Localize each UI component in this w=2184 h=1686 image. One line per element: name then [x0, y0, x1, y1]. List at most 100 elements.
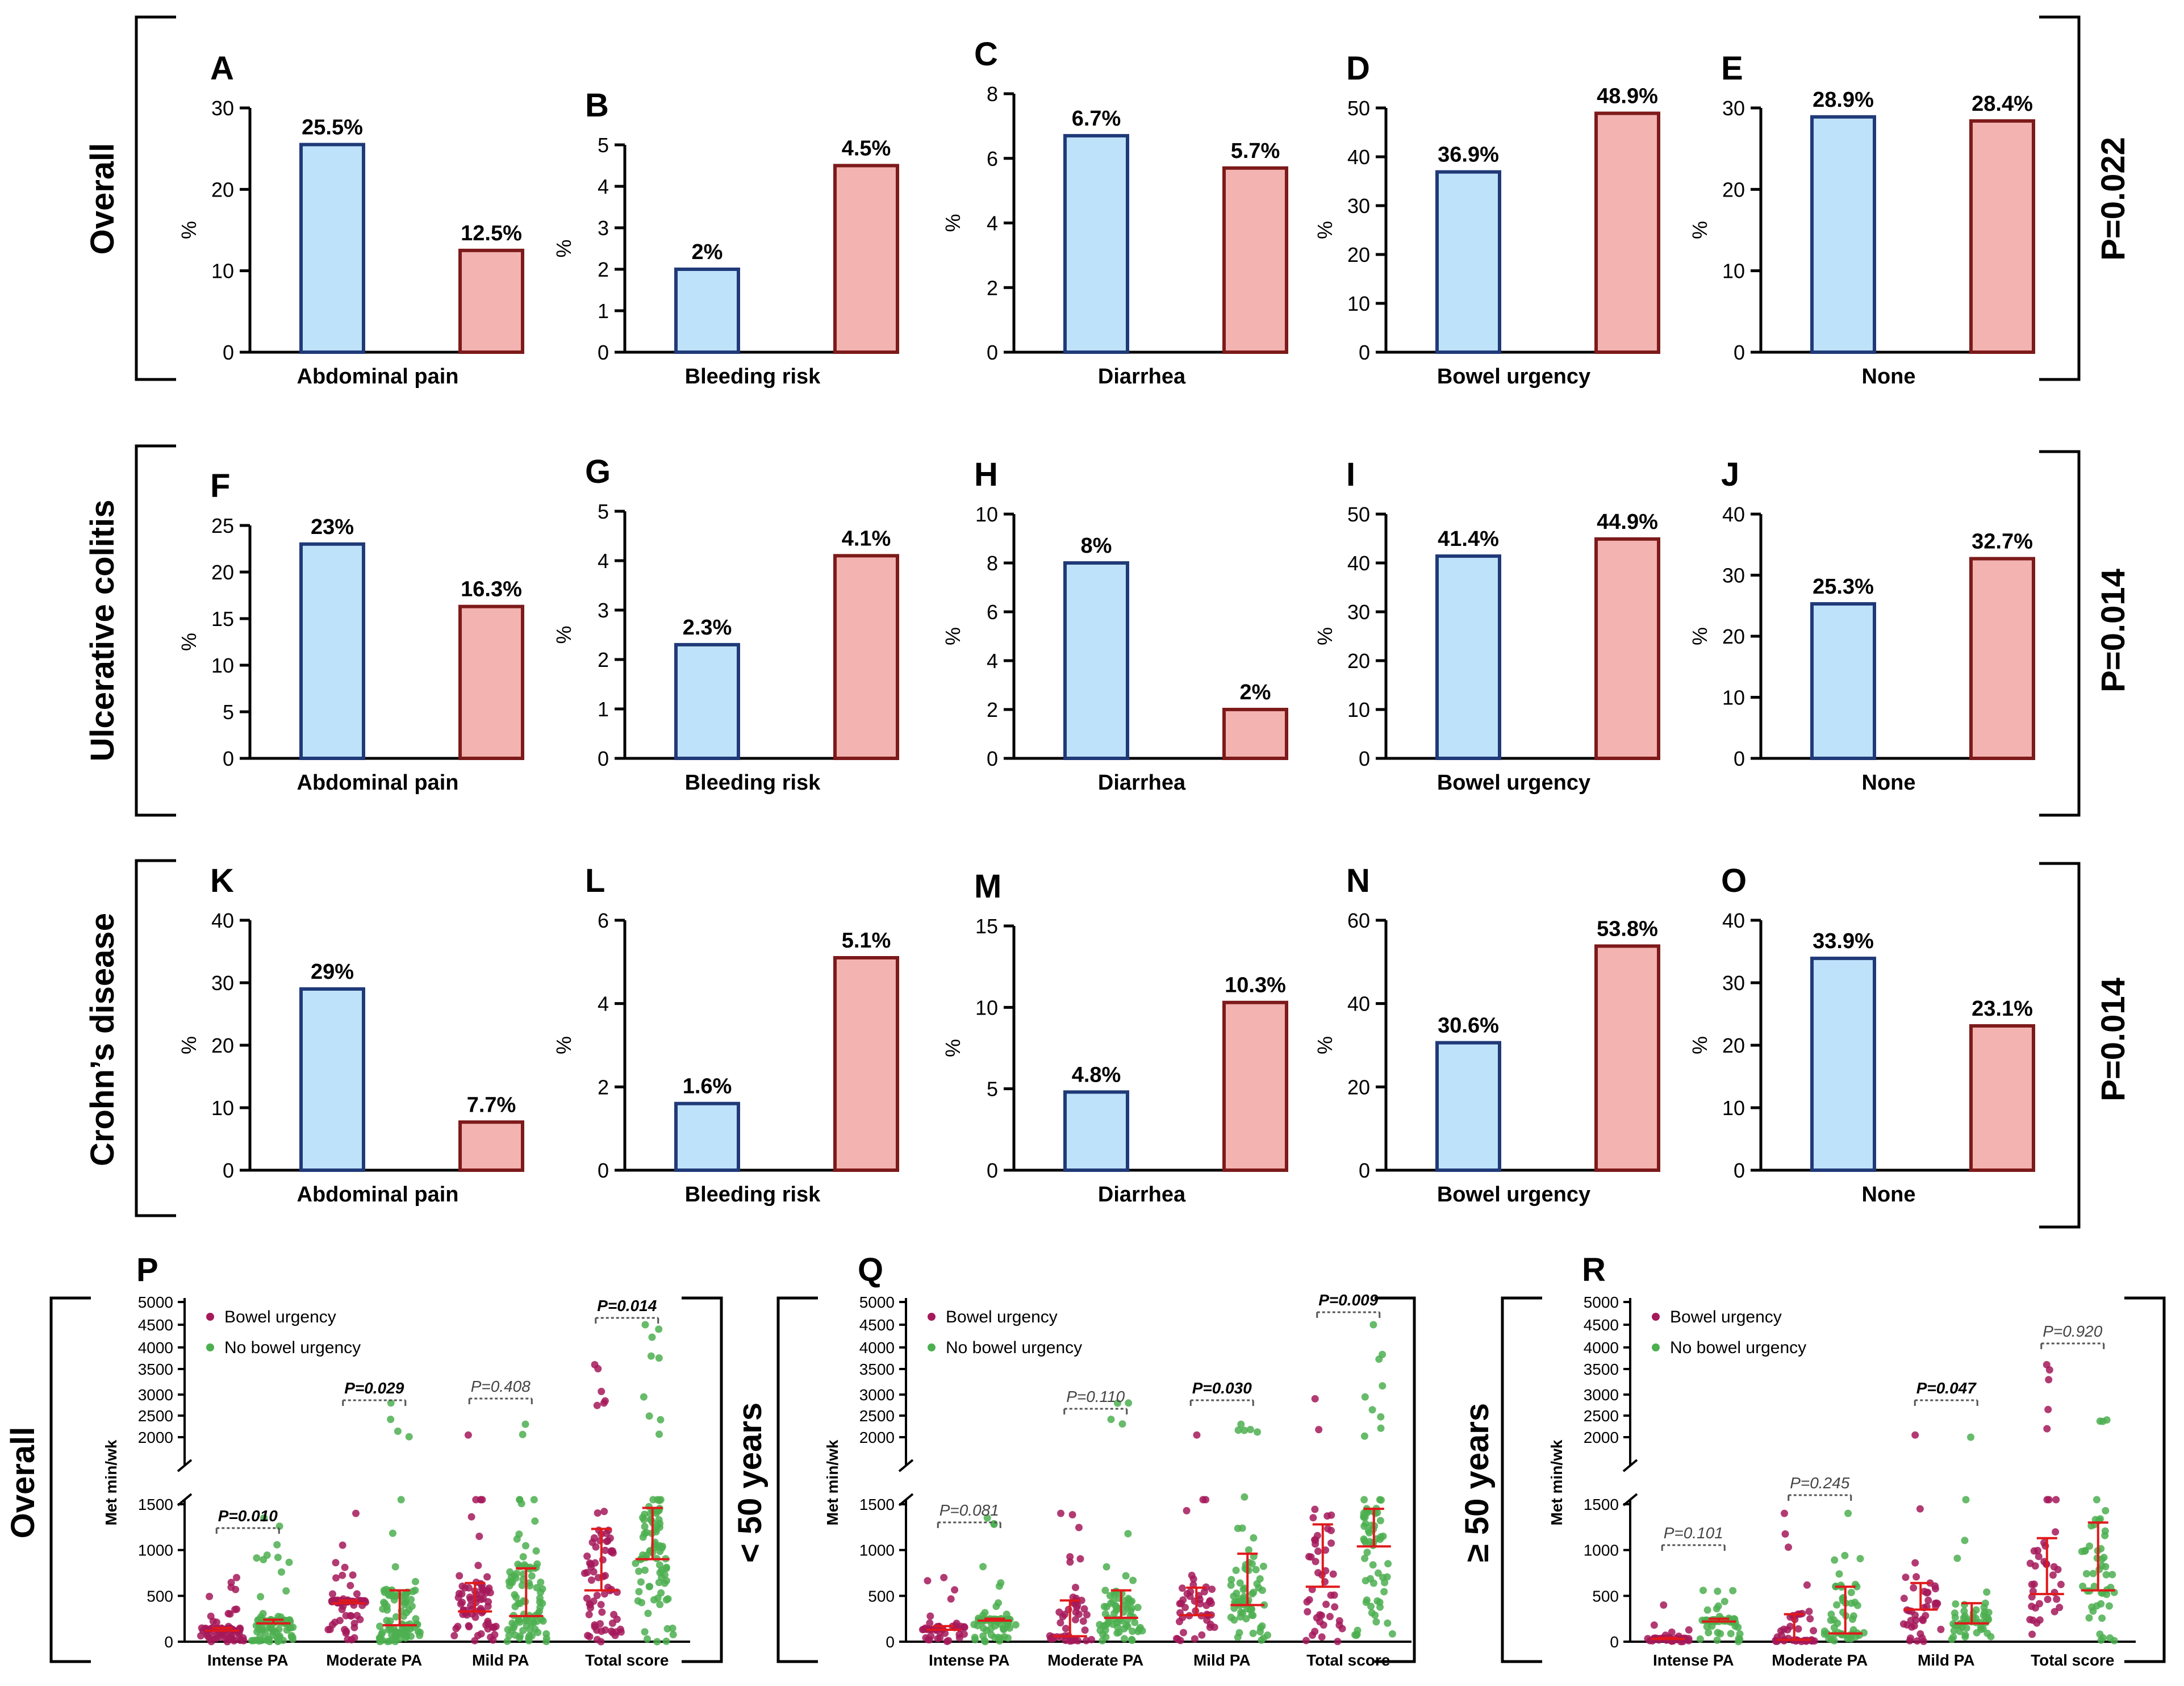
scatter-point-no_urgency	[2089, 1570, 2097, 1578]
scatter-point-urgency	[583, 1595, 591, 1602]
bar-urgency-absent	[674, 642, 740, 761]
scatter-point-no_urgency	[1241, 1493, 1248, 1501]
scatter-point-urgency	[1191, 1635, 1199, 1643]
bar-data-label: 36.9%	[1438, 143, 1499, 167]
scatter-point-urgency	[1923, 1602, 1931, 1610]
scatter-point-no_urgency	[644, 1609, 652, 1617]
scatter-point-no_urgency	[1240, 1593, 1248, 1601]
scatter-point-no_urgency	[273, 1541, 281, 1549]
y-tick-label: 10	[1347, 698, 1370, 721]
scatter-point-no_urgency	[1234, 1426, 1242, 1434]
panel-letter: A	[210, 50, 234, 87]
scatter-point-urgency	[353, 1590, 361, 1598]
scatter-point-no_urgency	[1379, 1350, 1387, 1358]
y-tick-label: 40	[1722, 503, 1745, 526]
x-category-label: Total score	[2031, 1651, 2114, 1669]
scatter-point-no_urgency	[1841, 1551, 1849, 1559]
y-axis-label: %	[177, 221, 201, 239]
scatter-point-urgency	[1074, 1637, 1082, 1645]
scatter-point-urgency	[1311, 1627, 1319, 1635]
scatter-point-no_urgency	[2086, 1542, 2094, 1550]
y-tick-label: 10	[1722, 686, 1745, 710]
scatter-point-no_urgency	[657, 1589, 665, 1597]
scatter-point-urgency	[471, 1613, 479, 1621]
scatter-point-urgency	[1902, 1574, 1910, 1581]
scatter-point-no_urgency	[1236, 1579, 1244, 1587]
scatter-point-urgency	[197, 1632, 204, 1640]
bracket-right-scatter-old	[2124, 1296, 2166, 1663]
scatter-point-no_urgency	[1360, 1432, 1368, 1440]
scatter-point-urgency	[613, 1616, 621, 1623]
scatter-point-no_urgency	[2101, 1531, 2109, 1539]
scatter-point-no_urgency	[655, 1430, 663, 1438]
scatter-point-urgency	[1650, 1621, 1658, 1629]
bar-data-label: 29%	[311, 960, 354, 984]
scatter-point-no_urgency	[532, 1547, 540, 1555]
scatter-point-no_urgency	[1227, 1576, 1235, 1584]
scatter-point-urgency	[332, 1574, 340, 1582]
y-tick-label: 4000	[859, 1339, 895, 1357]
x-category-label: Mild PA	[1193, 1651, 1251, 1669]
scatter-point-urgency	[350, 1620, 358, 1627]
scatter-point-urgency	[1083, 1611, 1091, 1619]
bar-panel-J: J 0 10 20 30 40% 25.3% 32.7% None	[1688, 456, 2035, 795]
scatter-point-urgency	[475, 1533, 483, 1540]
scatter-point-no_urgency	[1820, 1627, 1828, 1635]
scatter-point-urgency	[1208, 1585, 1216, 1593]
scatter-point-urgency	[1781, 1509, 1788, 1517]
y-tick-label: 6	[987, 600, 998, 624]
scatter-point-no_urgency	[1961, 1601, 1968, 1609]
scatter-point-no_urgency	[394, 1428, 402, 1435]
scatter-point-urgency	[239, 1634, 247, 1642]
y-tick-label: 40	[1722, 909, 1745, 932]
scatter-point-urgency	[1179, 1596, 1187, 1604]
bar-data-label: 25.3%	[1813, 575, 1874, 599]
scatter-point-urgency	[611, 1631, 619, 1639]
scatter-point-urgency	[209, 1617, 217, 1625]
scatter-point-no_urgency	[1249, 1629, 1257, 1637]
bar-urgency-absent	[1810, 602, 1876, 761]
scatter-point-urgency	[1079, 1617, 1087, 1625]
scatter-point-no_urgency	[1961, 1633, 1969, 1641]
scatter-point-urgency	[328, 1598, 336, 1606]
y-tick-label: 2	[987, 698, 998, 721]
scatter-point-no_urgency	[637, 1578, 645, 1586]
scatter-point-no_urgency	[516, 1618, 524, 1626]
scatter-point-no_urgency	[1245, 1567, 1252, 1574]
scatter-point-urgency	[1911, 1431, 1919, 1439]
scatter-point-no_urgency	[1377, 1496, 1385, 1504]
bar-panel-H: H 0 2 4 6 8 10% 8% 2% Diarrhea	[941, 456, 1288, 795]
scatter-point-urgency	[349, 1571, 357, 1579]
bar-data-label: 4.8%	[1072, 1063, 1121, 1087]
x-category-label: Mild PA	[1918, 1651, 1975, 1669]
scatter-point-no_urgency	[519, 1430, 527, 1438]
scatter-point-no_urgency	[519, 1553, 527, 1560]
scatter-point-no_urgency	[519, 1576, 527, 1584]
scatter-point-urgency	[464, 1431, 472, 1439]
y-tick-label: 8	[987, 82, 998, 106]
y-tick-label: 1000	[138, 1542, 173, 1559]
scatter-point-urgency	[594, 1365, 602, 1372]
scatter-point-urgency	[1784, 1626, 1792, 1634]
x-category-label: Intense PA	[207, 1651, 289, 1669]
scatter-point-no_urgency	[275, 1522, 283, 1530]
scatter-point-urgency	[341, 1626, 349, 1634]
pvalue-label: P=0.081	[939, 1501, 999, 1519]
scatter-point-no_urgency	[1362, 1520, 1369, 1528]
scatter-point-no_urgency	[669, 1631, 677, 1638]
pvalue-label: P=0.014	[597, 1297, 657, 1314]
scatter-point-no_urgency	[650, 1596, 658, 1604]
y-tick-label: 3000	[138, 1386, 173, 1404]
row-pvalue: P=0.014	[2095, 978, 2132, 1101]
x-axis-label: Bowel urgency	[1437, 771, 1590, 795]
scatter-point-urgency	[488, 1624, 496, 1631]
legend-label: No bowel urgency	[1670, 1338, 1806, 1357]
scatter-point-urgency	[2043, 1425, 2051, 1433]
legend-marker-no-urgency	[1652, 1343, 1660, 1351]
scatter-point-urgency	[591, 1623, 599, 1631]
scatter-point-urgency	[1807, 1636, 1815, 1644]
scatter-point-no_urgency	[655, 1561, 663, 1569]
scatter-point-urgency	[1315, 1426, 1323, 1434]
scatter-point-urgency	[588, 1538, 596, 1546]
